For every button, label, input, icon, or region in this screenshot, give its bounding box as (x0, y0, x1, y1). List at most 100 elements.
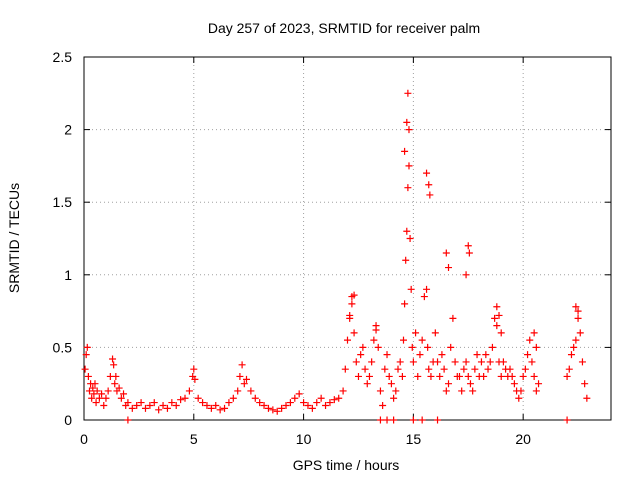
data-point (383, 416, 391, 424)
ticks: 0 5 10 15 20 0 0.5 1 1.5 2 2.5 (53, 49, 611, 447)
data-point (462, 271, 470, 279)
data-point (442, 387, 450, 395)
data-point (530, 329, 538, 337)
data-point (482, 351, 490, 359)
data-point (399, 336, 407, 344)
data-point (405, 126, 413, 134)
data-point (464, 372, 472, 380)
y-tick-label: 2 (64, 122, 72, 138)
data-point (146, 401, 154, 409)
data-point (471, 365, 479, 373)
data-point (89, 384, 97, 392)
data-point (374, 343, 382, 351)
data-point (449, 314, 457, 322)
x-tick-label: 10 (296, 431, 312, 447)
data-point (497, 372, 505, 380)
data-point (508, 372, 516, 380)
data-point (462, 358, 470, 366)
data-point (464, 242, 472, 250)
data-point (81, 365, 89, 373)
x-tick-label: 5 (190, 431, 198, 447)
data-point (535, 380, 543, 388)
data-point (427, 372, 435, 380)
data-point (442, 249, 450, 257)
data-point (286, 399, 294, 407)
data-point (269, 406, 277, 414)
data-point (583, 394, 591, 402)
data-point (159, 401, 167, 409)
data-point (493, 322, 501, 330)
data-point (352, 358, 360, 366)
data-point (185, 387, 193, 395)
data-point (530, 372, 538, 380)
data-point (91, 380, 99, 388)
data-point (317, 394, 325, 402)
data-point (495, 311, 503, 319)
data-point (576, 329, 584, 337)
data-point (155, 406, 163, 414)
data-point (406, 235, 414, 242)
grid (84, 57, 611, 420)
data-point (440, 365, 448, 373)
data-point (451, 358, 459, 366)
data-point (469, 387, 477, 395)
data-point (278, 404, 286, 412)
data-point (95, 394, 103, 402)
data-point (350, 329, 358, 337)
data-point (394, 365, 402, 373)
data-point (150, 399, 158, 407)
data-point (190, 365, 198, 373)
data-point (98, 390, 106, 398)
data-point (117, 394, 125, 402)
data-point (124, 416, 132, 424)
data-point (346, 311, 354, 319)
data-point (497, 329, 505, 337)
data-point (484, 365, 492, 373)
y-tick-label: 1 (64, 267, 72, 283)
data-point (300, 399, 308, 407)
data-point (418, 416, 426, 424)
data-point (521, 365, 529, 373)
data-point (425, 365, 433, 373)
data-point (381, 365, 389, 373)
data-point (420, 293, 428, 301)
data-point (477, 358, 485, 366)
data-point (423, 285, 431, 293)
data-point (370, 336, 378, 344)
data-point (572, 303, 580, 311)
data-point (359, 343, 367, 351)
data-point (426, 191, 434, 199)
data-point (225, 399, 233, 407)
data-point (194, 394, 202, 402)
data-point (412, 329, 420, 337)
data-point (124, 399, 132, 407)
data-point (519, 372, 527, 380)
data-point (322, 401, 330, 409)
data-point (404, 89, 412, 97)
data-point (524, 351, 532, 359)
data-point (128, 404, 136, 412)
data-point (372, 326, 380, 334)
data-point (341, 365, 349, 373)
x-tick-label: 20 (515, 431, 531, 447)
data-point (581, 380, 589, 388)
data-point (115, 384, 123, 392)
data-point (401, 147, 409, 155)
data-point (112, 372, 120, 380)
data-point (84, 372, 92, 380)
data-point (409, 416, 417, 424)
data-point (425, 181, 433, 189)
data-point (418, 336, 426, 344)
data-point (203, 401, 211, 409)
data-point (407, 285, 415, 293)
data-point (465, 249, 473, 257)
data-point (104, 387, 112, 395)
data-point (445, 380, 453, 388)
data-point (295, 390, 303, 398)
data-point (100, 401, 108, 409)
data-point (163, 404, 171, 412)
data-point (570, 343, 578, 351)
data-point (365, 372, 373, 380)
data-point (344, 336, 351, 344)
data-point (191, 375, 199, 383)
